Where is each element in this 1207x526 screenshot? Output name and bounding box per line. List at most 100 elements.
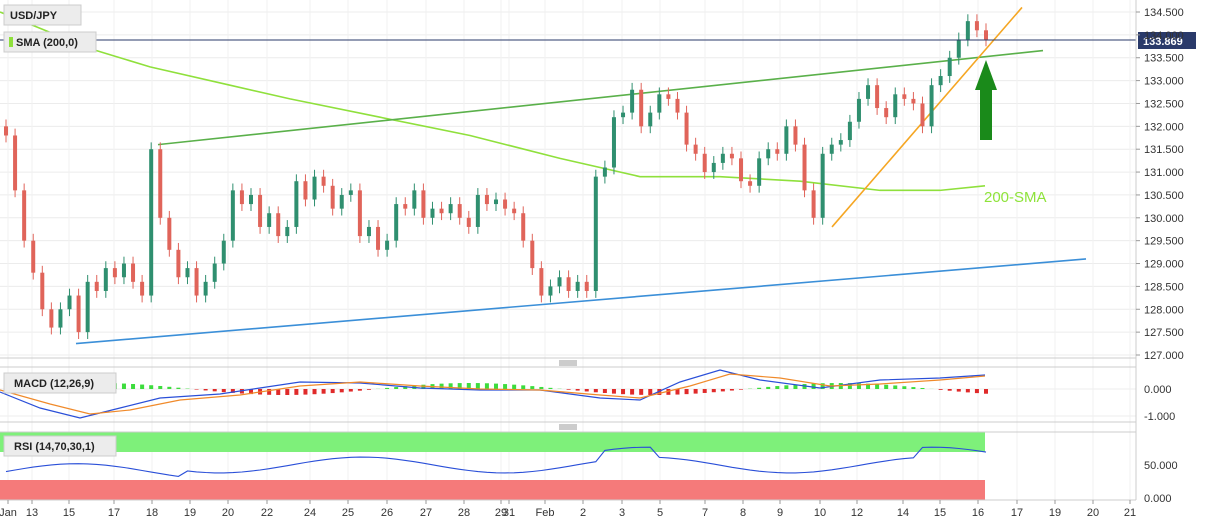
candle-body	[548, 286, 553, 296]
macd-histogram-bar	[276, 389, 281, 395]
candle-body	[294, 181, 299, 227]
candle-body	[230, 190, 235, 241]
macd-histogram-bar	[366, 389, 371, 390]
candle-body	[330, 185, 335, 209]
macd-histogram-bar	[911, 387, 916, 389]
rsi-label-box[interactable]	[3, 435, 117, 457]
panel-splitter-handle[interactable]	[559, 424, 577, 430]
candle-body	[385, 240, 390, 250]
candles	[4, 14, 988, 339]
candle-body	[766, 149, 771, 159]
sma-200-line	[0, 11, 986, 192]
macd-histogram-bar	[784, 385, 789, 389]
macd-histogram-bar	[303, 389, 308, 395]
macd-histogram-bar	[385, 387, 390, 389]
candle-body	[167, 217, 172, 250]
candle-body	[412, 190, 417, 209]
panel-splitter-handle[interactable]	[559, 360, 577, 366]
rsi-tick-label: 0.000	[1144, 493, 1172, 505]
candle-body	[475, 194, 480, 227]
candle-body	[439, 208, 444, 214]
candle-body	[466, 217, 471, 227]
x-tick-label: 19	[1049, 507, 1061, 519]
y-tick-label: 128.000	[1144, 304, 1184, 316]
y-tick-label: 133.000	[1144, 76, 1184, 88]
macd-histogram-bar	[167, 386, 172, 389]
candle-body	[448, 204, 453, 214]
candle-body	[802, 144, 807, 191]
x-tick-label: 27	[420, 507, 432, 519]
x-tick-label: 13	[26, 507, 38, 519]
macd-tick-label: 0.000	[1144, 384, 1172, 396]
macd-histogram-bar	[140, 384, 145, 389]
candle-body	[503, 199, 508, 209]
candle-body	[348, 190, 353, 195]
macd-label-box[interactable]	[3, 372, 117, 394]
symbol-label-box[interactable]	[3, 4, 82, 26]
macd-histogram-bar	[766, 386, 771, 389]
macd-histogram-bar	[421, 384, 426, 389]
macd-histogram-bar	[530, 386, 535, 389]
candle-body	[312, 176, 317, 200]
x-tick-label: 2	[580, 507, 586, 519]
candle-body	[902, 94, 907, 99]
candle-body	[94, 281, 99, 291]
candle-body	[357, 190, 362, 237]
trendlines	[75, 6, 1087, 345]
y-tick-label: 127.500	[1144, 327, 1184, 339]
current-price-tag	[1138, 32, 1196, 49]
sma-label: SMA (200,0)	[16, 37, 78, 49]
macd-histogram-bar	[775, 386, 780, 389]
candle-body	[847, 121, 852, 141]
macd-histogram-bar	[884, 384, 889, 389]
macd-histogram-bar	[602, 389, 607, 393]
candle-body	[267, 213, 272, 227]
candle-body	[40, 272, 45, 310]
candle-body	[702, 153, 707, 173]
sma-label-box[interactable]	[3, 31, 97, 53]
y-tick-label: 127.000	[1144, 350, 1184, 362]
macd-histogram-bar	[439, 383, 444, 389]
macd-histogram-bar	[285, 389, 290, 395]
x-tick-label: 15	[63, 507, 75, 519]
candle-body	[856, 98, 861, 122]
candle-body	[566, 277, 571, 291]
macd-histogram-bar	[947, 389, 952, 391]
y-tick-label: 132.000	[1144, 121, 1184, 133]
candle-body	[430, 208, 435, 218]
candle-body	[684, 112, 689, 145]
candle-body	[203, 281, 208, 296]
y-tick-label: 134.000	[1144, 30, 1184, 42]
candle-body	[956, 39, 961, 58]
rsi-overbought-zone	[0, 432, 985, 452]
candle-body	[276, 213, 281, 237]
macd-histogram-bar	[158, 385, 163, 389]
macd-tick-label: -1.000	[1144, 411, 1175, 423]
candle-body	[639, 89, 644, 127]
macd-histogram-bar	[675, 389, 680, 395]
macd-histogram-bar	[475, 383, 480, 389]
macd-label: MACD (12,26,9)	[14, 378, 94, 390]
macd-histogram-bar	[593, 389, 598, 393]
macd-histogram-bar	[566, 389, 571, 390]
x-tick-label: 17	[108, 507, 120, 519]
macd-histogram-bar	[720, 389, 725, 392]
candle-body	[675, 98, 680, 113]
candle-body	[602, 167, 607, 177]
candle-body	[176, 249, 181, 278]
candle-body	[929, 85, 934, 127]
macd-histogram-bar	[575, 389, 580, 391]
candle-body	[49, 309, 54, 328]
macd-histogram-bar	[729, 389, 734, 391]
macd-histogram-bar	[221, 389, 226, 393]
macd-histogram-bar	[974, 389, 979, 394]
macd-histogram-bar	[621, 389, 626, 395]
macd-histogram-bar	[984, 389, 988, 394]
candle-body	[657, 94, 662, 113]
candle-body	[258, 194, 263, 227]
macd-histogram-bar	[249, 389, 253, 395]
macd-histogram-bar	[212, 389, 217, 392]
blue-trendline	[75, 258, 1087, 345]
macd-histogram-bar	[611, 389, 616, 394]
macd-histogram-bar	[176, 387, 181, 389]
